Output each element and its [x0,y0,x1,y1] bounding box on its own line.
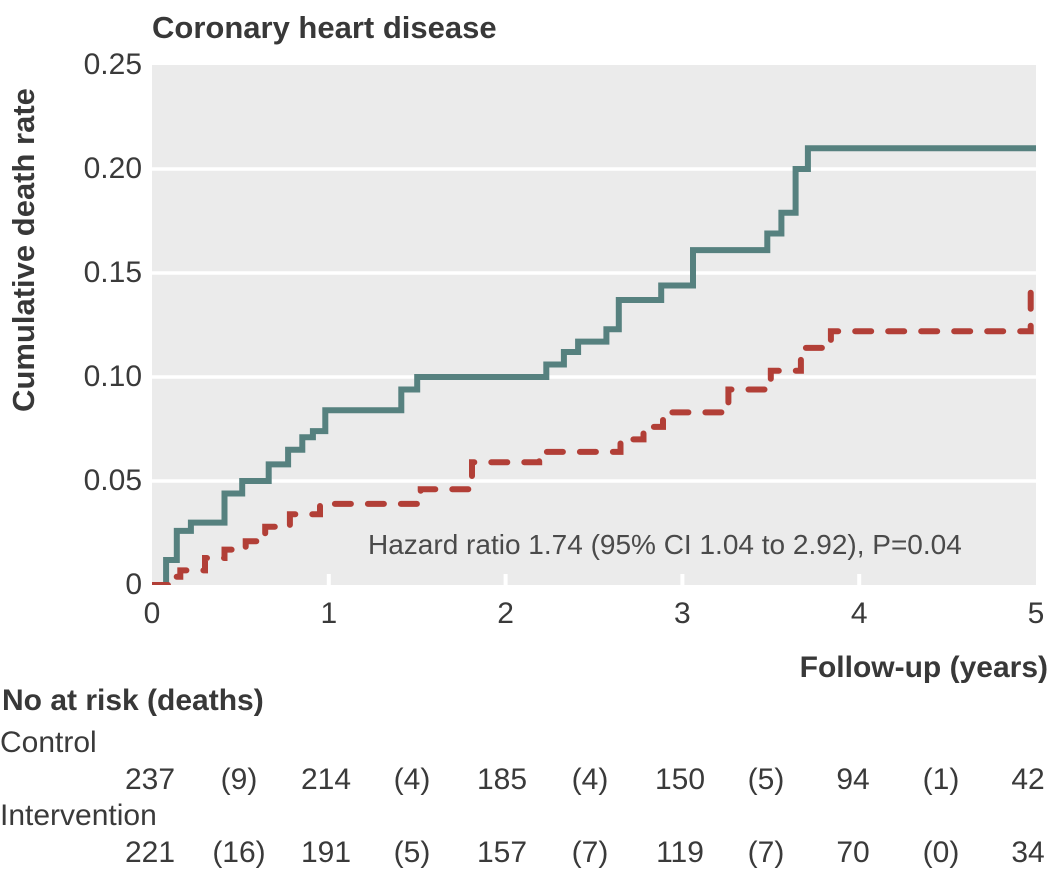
x-tick-label: 2 [497,597,514,630]
chart-title: Coronary heart disease [152,10,497,45]
x-tick-label: 1 [320,597,338,630]
y-tick-label: 0.25 [83,48,142,81]
deaths-count: (4) [571,763,609,796]
at-risk-count: 119 [656,836,704,869]
deaths-count: (5) [747,763,785,796]
at-risk-count: 221 [124,836,176,869]
deaths-count: (4) [393,763,431,796]
at-risk-count: 34 [1011,836,1045,869]
risk-row-label-control: Control [0,726,97,759]
at-risk-count: 237 [124,763,176,796]
y-tick-label: 0.05 [83,464,142,497]
series-line-intervention [152,145,1036,585]
at-risk-count: 191 [300,836,352,869]
x-tick-label: 5 [1027,597,1045,630]
at-risk-count: 42 [1011,763,1045,796]
chart-svg [152,65,1036,585]
deaths-count: (1) [922,763,960,796]
y-axis-label: Cumulative death rate [6,88,41,412]
deaths-count: (9) [220,763,258,796]
at-risk-count: 70 [836,836,870,869]
x-axis-label: Follow-up (years) [799,651,1048,684]
x-tick-label: 4 [850,597,868,630]
risk-table-header: No at risk (deaths) [2,684,264,717]
y-tick-label: 0.15 [83,256,142,289]
at-risk-count: 94 [836,763,870,796]
x-tick-label: 3 [674,597,691,630]
deaths-count: (7) [571,836,609,869]
deaths-count: (5) [393,836,431,869]
at-risk-count: 150 [654,763,706,796]
plot-panel [152,65,1036,585]
at-risk-count: 214 [300,763,352,796]
y-tick-label: 0 [125,568,142,601]
at-risk-count: 185 [476,763,528,796]
y-tick-label: 0.20 [83,152,142,185]
hazard-ratio-annotation: Hazard ratio 1.74 (95% CI 1.04 to 2.92),… [368,529,962,560]
y-tick-label: 0.10 [83,360,142,393]
risk-row-label-intervention: Intervention [0,799,157,832]
x-tick-label: 0 [143,597,161,630]
deaths-count: (7) [747,836,785,869]
series-line-control [152,288,1036,585]
deaths-count: (16) [212,836,266,869]
deaths-count: (0) [922,836,960,869]
at-risk-count: 157 [476,836,528,869]
